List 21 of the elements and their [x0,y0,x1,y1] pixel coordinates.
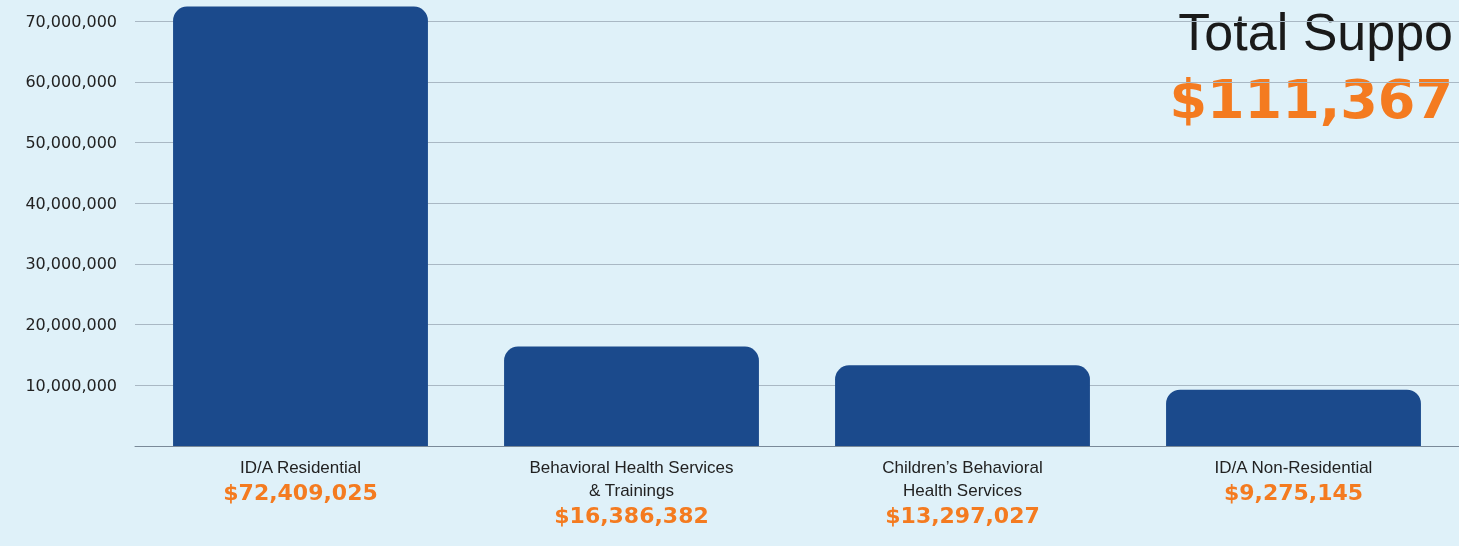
y-tick-label: 30,000,000 [25,254,117,274]
data-label: $16,386,382 [554,502,709,528]
bar [504,346,759,446]
data-label: $9,275,145 [1223,479,1364,505]
y-tick-label: 60,000,000 [25,72,117,92]
annotation: $111,367 [1169,67,1453,131]
y-tick-label: 10,000,000 [25,375,117,395]
data-label: $13,297,027 [885,502,1040,528]
y-tick-label: 50,000,000 [25,133,117,153]
y-tick-label: 20,000,000 [25,315,117,335]
y-tick-label: 70,000,000 [25,11,117,31]
x-tick-label: ID/A Residential [240,458,361,477]
y-tick-label: 40,000,000 [25,193,117,213]
annotation: Total Suppo [1178,3,1454,61]
bar [173,6,428,446]
x-tick-label: ID/A Non-Residential [1214,458,1373,477]
data-label: $72,409,025 [223,479,378,505]
x-tick-label: Children’s Behavioral Health Services [882,458,1043,500]
bar [1166,389,1421,446]
x-tick-label: Behavioral Health Services & Trainings [529,458,734,500]
bar [835,365,1090,446]
